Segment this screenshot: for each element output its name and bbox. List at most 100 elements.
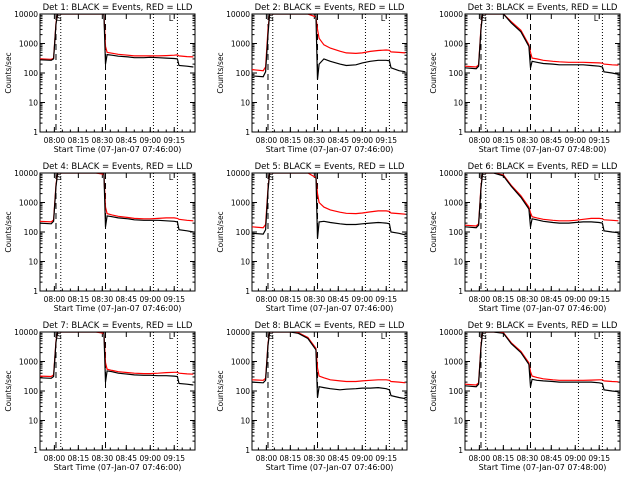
y-axis-label: Counts/sec: [429, 370, 438, 411]
x-tick-label: 09:00: [139, 454, 161, 463]
x-tick-label: 08:45: [115, 454, 137, 463]
marker-annotation: L: [594, 173, 599, 182]
detector-chart: Det 6: BLACK = Events, RED = LLD 1 10 100 10…: [429, 162, 621, 313]
events-series-line: [40, 173, 194, 233]
y-tick-label: 100: [449, 228, 464, 237]
x-tick-label: 09:15: [375, 136, 397, 145]
y-axis-label: Counts/sec: [216, 52, 225, 93]
y-tick-label: 1000: [231, 40, 250, 49]
y-tick-label: 1000: [444, 40, 463, 49]
y-axis-label: Counts/sec: [216, 370, 225, 411]
x-tick-label: 08:15: [493, 136, 515, 145]
x-tick-label: 09:15: [588, 295, 610, 304]
plot-frame: [39, 172, 196, 292]
x-tick-label: 08:00: [469, 136, 491, 145]
detector-chart: Det 7: BLACK = Events, RED = LLD 1 10 100 10…: [4, 321, 196, 472]
lld-series-line: [40, 332, 194, 378]
y-tick-label: 100: [449, 69, 464, 78]
events-series-line: [465, 332, 619, 393]
y-tick-label: 100: [236, 387, 251, 396]
events-series-line: [252, 173, 406, 239]
lld-series-line: [465, 173, 619, 227]
marker-annotation: L: [169, 173, 174, 182]
y-tick-label: 1: [245, 446, 250, 455]
y-tick-label: 10: [240, 99, 250, 108]
x-tick-label: 08:30: [92, 295, 114, 304]
x-axis-label: Start Time (07-Jan-07 07:46:00): [54, 304, 182, 313]
x-tick-label: 08:30: [517, 295, 539, 304]
y-tick-label: 100: [449, 387, 464, 396]
x-axis-label: Start Time (07-Jan-07 07:46:00): [54, 145, 182, 154]
y-tick-label: 10: [453, 258, 463, 267]
plot-frame: [251, 331, 408, 451]
marker-annotation: S: [482, 14, 487, 23]
lld-series-line: [40, 173, 194, 223]
y-tick-label: 1: [245, 128, 250, 137]
x-tick-label: 08:15: [68, 454, 90, 463]
x-tick-label: 08:30: [517, 136, 539, 145]
chart-title: Det 1: BLACK = Events, RED = LLD: [43, 3, 193, 13]
x-tick-label: 08:00: [256, 136, 278, 145]
x-tick-label: 09:00: [139, 136, 161, 145]
plot-frame: [464, 331, 621, 451]
marker-annotation: S: [57, 14, 62, 23]
events-series-line: [465, 173, 619, 234]
x-tick-label: 08:45: [327, 454, 349, 463]
plot-frame: [39, 13, 196, 133]
chart-title: Det 7: BLACK = Events, RED = LLD: [43, 321, 193, 331]
chart-title: Det 8: BLACK = Events, RED = LLD: [255, 321, 405, 331]
events-series-line: [252, 332, 406, 400]
x-tick-label: 08:45: [115, 136, 137, 145]
plot-frame: [464, 13, 621, 133]
plot-frame: [251, 13, 408, 133]
y-tick-label: 1: [458, 128, 463, 137]
plot-frame: [464, 172, 621, 292]
x-tick-label: 09:15: [163, 295, 185, 304]
y-tick-label: 100: [236, 228, 251, 237]
x-tick-label: 08:15: [280, 295, 302, 304]
x-tick-label: 08:30: [304, 295, 326, 304]
x-axis-label: Start Time (07-Jan-07 07:46:00): [266, 304, 394, 313]
y-tick-label: 10: [28, 258, 38, 267]
x-tick-label: 08:45: [115, 295, 137, 304]
x-tick-label: 08:45: [540, 136, 562, 145]
y-tick-label: 1: [33, 128, 38, 137]
lld-series-line: [252, 332, 406, 384]
detector-chart: Det 9: BLACK = Events, RED = LLD 1 10 100 10…: [429, 321, 621, 472]
x-tick-label: 08:15: [280, 454, 302, 463]
detector-chart: Det 1: BLACK = Events, RED = LLD 1 10 100 10…: [4, 3, 196, 154]
x-tick-label: 09:00: [564, 295, 586, 304]
marker-annotation: L: [169, 332, 174, 341]
marker-annotation: S: [482, 332, 487, 341]
y-tick-label: 1: [458, 287, 463, 296]
x-tick-label: 08:45: [540, 295, 562, 304]
plot-frame: [39, 331, 196, 451]
y-tick-label: 10000: [226, 10, 250, 19]
x-axis-label: Start Time (07-Jan-07 07:46:00): [479, 304, 607, 313]
x-tick-label: 08:15: [68, 136, 90, 145]
x-tick-label: 08:30: [92, 454, 114, 463]
x-tick-label: 09:15: [163, 136, 185, 145]
lld-series-line: [252, 173, 406, 229]
y-tick-label: 1000: [19, 358, 38, 367]
marker-annotation: S: [269, 332, 274, 341]
y-axis-label: Counts/sec: [429, 211, 438, 252]
x-tick-label: 09:00: [564, 136, 586, 145]
detector-chart: Det 8: BLACK = Events, RED = LLD 1 10 100 10…: [216, 321, 408, 472]
x-tick-label: 08:30: [92, 136, 114, 145]
y-tick-label: 1: [33, 446, 38, 455]
chart-title: Det 6: BLACK = Events, RED = LLD: [468, 162, 618, 172]
marker-annotation: L: [381, 332, 386, 341]
lld-series-line: [252, 14, 406, 72]
x-tick-label: 09:00: [139, 295, 161, 304]
y-tick-label: 1000: [19, 199, 38, 208]
chart-title: Det 4: BLACK = Events, RED = LLD: [43, 162, 193, 172]
plot-frame: [251, 172, 408, 292]
chart-title: Det 2: BLACK = Events, RED = LLD: [255, 3, 405, 13]
x-tick-label: 09:00: [351, 136, 373, 145]
y-axis-label: Counts/sec: [216, 211, 225, 252]
x-axis-label: Start Time (07-Jan-07 07:48:00): [479, 463, 607, 472]
x-tick-label: 08:00: [44, 454, 66, 463]
x-axis-label: Start Time (07-Jan-07 07:46:00): [266, 145, 394, 154]
